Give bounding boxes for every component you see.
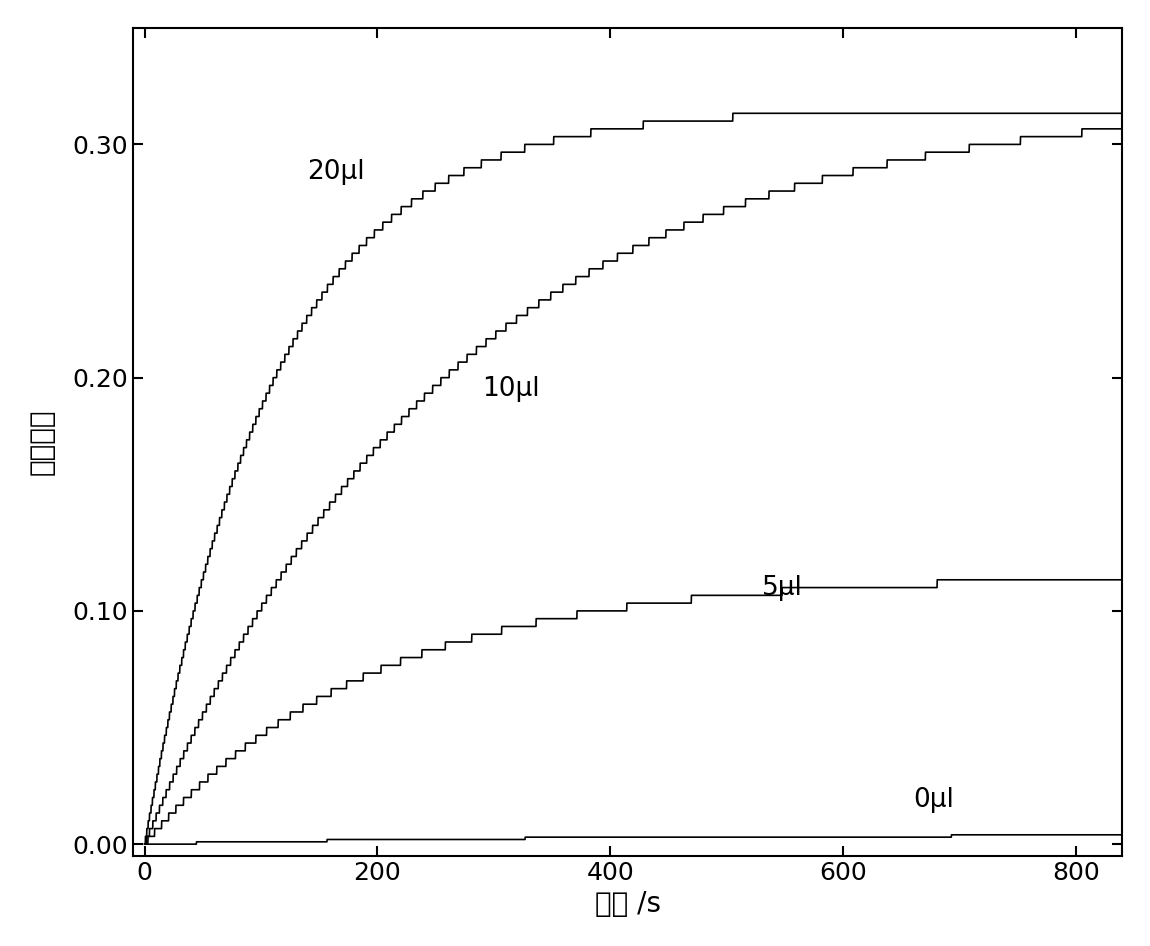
Text: 0μl: 0μl xyxy=(913,787,953,813)
Text: 5μl: 5μl xyxy=(761,574,803,601)
Text: 10μl: 10μl xyxy=(482,377,539,402)
X-axis label: 时间 /s: 时间 /s xyxy=(595,890,660,919)
Text: 20μl: 20μl xyxy=(307,159,366,185)
Y-axis label: 吸光强度: 吸光强度 xyxy=(28,409,56,475)
